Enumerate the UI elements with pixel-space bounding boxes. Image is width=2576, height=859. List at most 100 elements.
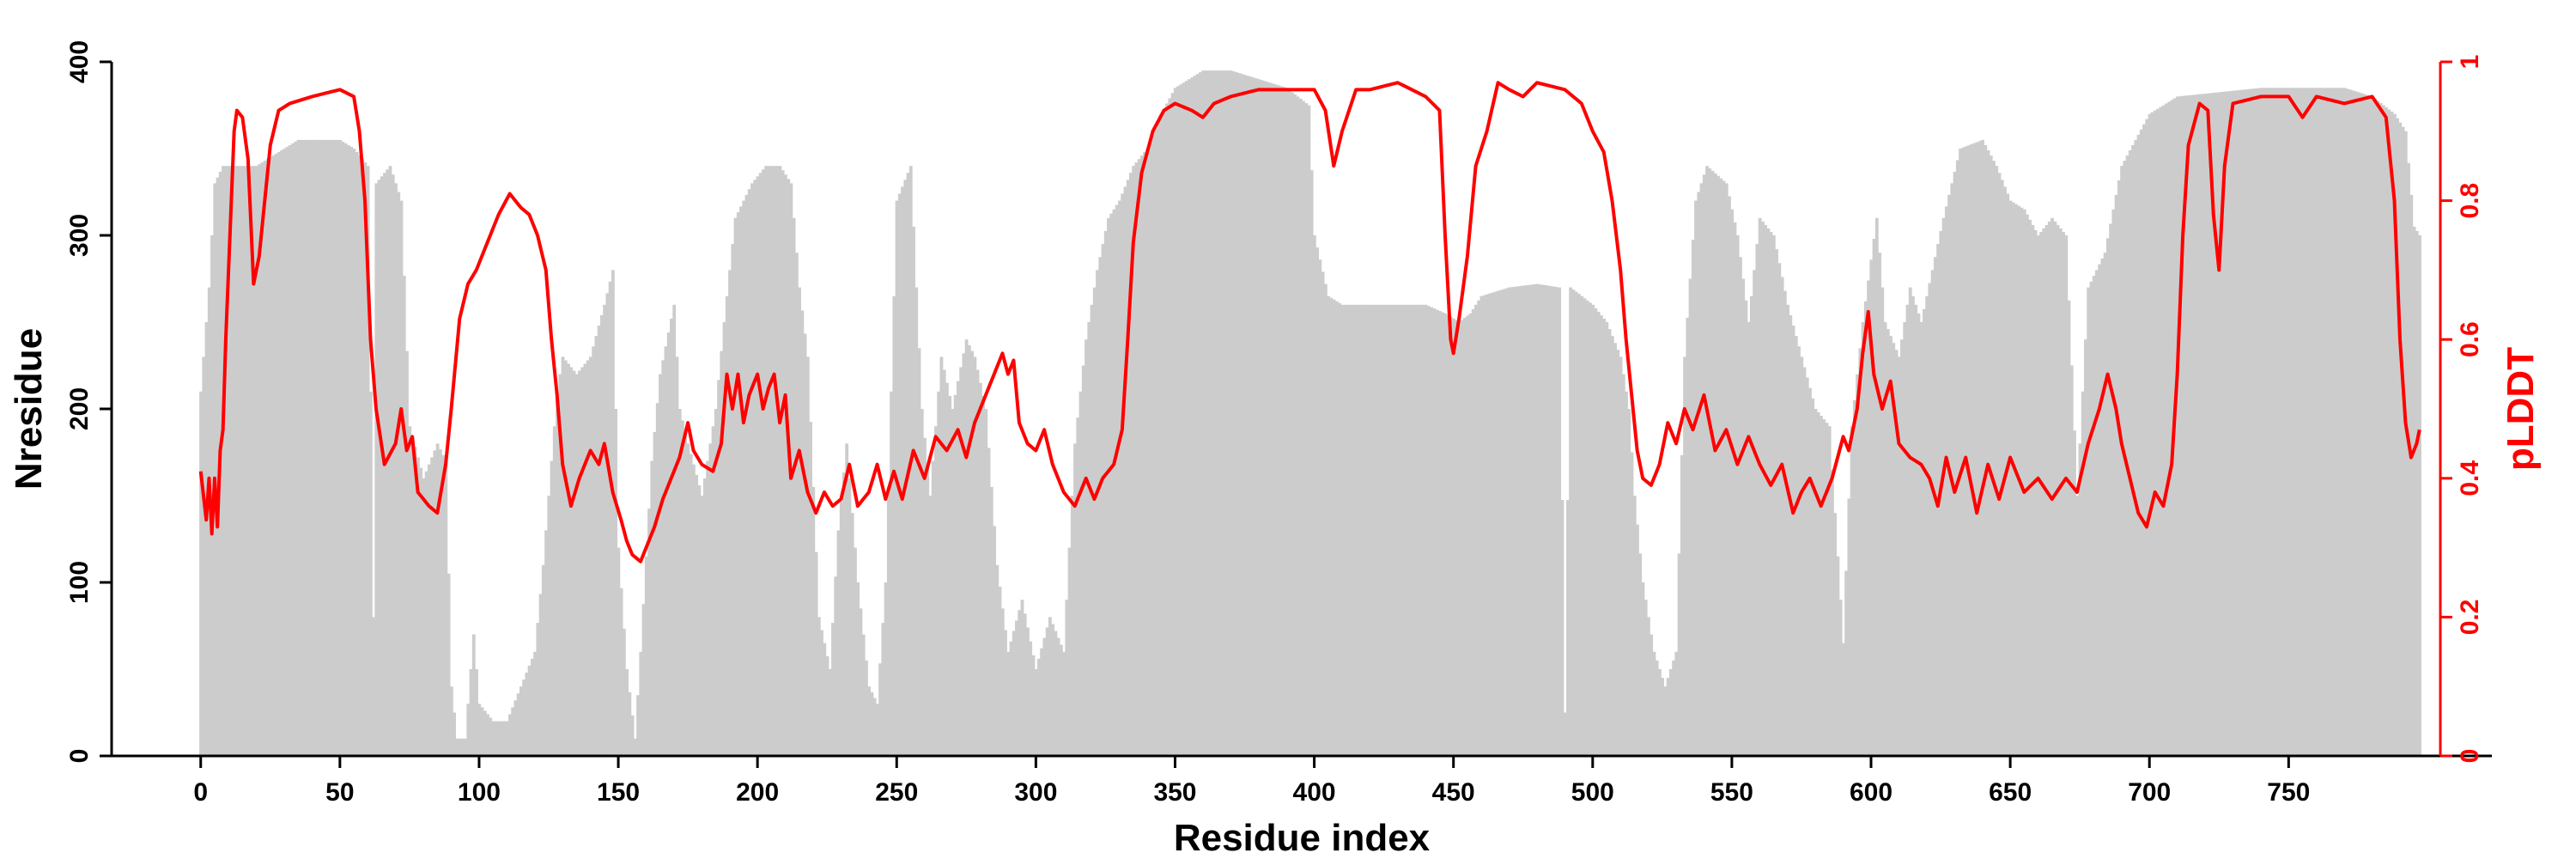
bar (697, 484, 702, 756)
bar (1753, 270, 1757, 756)
x-tick-label: 50 (325, 778, 354, 807)
bar (2409, 194, 2414, 756)
bar (1260, 80, 1264, 756)
bar (650, 460, 654, 756)
bar (706, 460, 710, 756)
bar (2036, 235, 2040, 756)
bar (1176, 86, 1180, 756)
bar (265, 159, 270, 756)
bar (1613, 343, 1617, 756)
bar (2379, 102, 2383, 757)
bar (1393, 304, 1397, 756)
bar (2334, 88, 2338, 757)
bar (2212, 93, 2216, 756)
bar (1165, 103, 1169, 757)
bar (1605, 322, 1609, 756)
bar (1638, 553, 1643, 756)
bar (258, 164, 262, 756)
bar (1463, 317, 1467, 756)
bar (233, 166, 236, 756)
y-tick-label: 300 (65, 214, 94, 257)
bar (962, 353, 966, 756)
bar (2064, 235, 2069, 756)
bar (1379, 304, 1383, 756)
bar (1975, 142, 1979, 757)
bar (1042, 637, 1047, 756)
bar (1304, 102, 1309, 757)
bar (1930, 270, 1935, 756)
bar (2084, 339, 2087, 756)
bar (845, 443, 849, 756)
bar (572, 370, 576, 756)
bar (622, 628, 626, 756)
bar (1067, 547, 1072, 756)
bar (447, 573, 451, 756)
bar (928, 496, 933, 756)
bar (544, 530, 548, 756)
bar (1705, 166, 1709, 756)
bar (1805, 377, 1809, 756)
bar (1168, 98, 1172, 757)
bar (319, 139, 323, 756)
bar (1797, 346, 1801, 756)
bar (2120, 166, 2124, 756)
bar (989, 486, 993, 756)
bar (2239, 89, 2244, 756)
bar (912, 226, 915, 756)
bar (341, 141, 345, 757)
bar (419, 467, 423, 756)
bar (1585, 300, 1589, 756)
bar (1735, 235, 1740, 756)
bar (1477, 300, 1481, 756)
bar (2278, 88, 2282, 757)
bar (2326, 88, 2330, 757)
bar (1323, 283, 1327, 756)
bar (1730, 209, 1735, 756)
bar (1630, 452, 1634, 756)
bar (2073, 430, 2076, 756)
bar (1903, 322, 1907, 756)
bar (881, 623, 885, 756)
bar (368, 391, 373, 756)
bar (2365, 94, 2369, 756)
bar (1546, 285, 1551, 757)
bar (519, 686, 523, 756)
bar (1989, 155, 1993, 756)
bar (321, 139, 325, 756)
bar (1540, 284, 1545, 756)
bar (1874, 217, 1879, 757)
bar (636, 695, 640, 756)
bar (653, 431, 657, 756)
bar (854, 547, 857, 756)
bar (1544, 285, 1547, 757)
bar (906, 173, 910, 756)
bar (2197, 94, 2202, 756)
bar (1775, 249, 1778, 756)
bar (2089, 281, 2093, 756)
x-tick-label: 550 (1710, 778, 1753, 807)
bar (2190, 94, 2194, 757)
axes (100, 60, 2492, 768)
bar (1822, 419, 1826, 756)
bar (675, 356, 679, 756)
bar (471, 634, 476, 756)
bar (1257, 79, 1261, 756)
bar (848, 478, 852, 756)
bar (2159, 107, 2163, 756)
y-tick-label: 0 (65, 749, 94, 764)
bar (2081, 391, 2085, 756)
bar (725, 295, 729, 756)
bar (349, 146, 354, 757)
bar (2293, 88, 2297, 757)
bar (762, 169, 765, 757)
bar (1048, 617, 1052, 756)
bar (1566, 500, 1570, 756)
bar (1332, 299, 1336, 756)
bar (2234, 90, 2238, 756)
bar (677, 409, 682, 756)
bar (1719, 178, 1723, 756)
bar (1346, 304, 1350, 756)
bar (1591, 304, 1595, 756)
bar (380, 176, 384, 756)
bar (1538, 284, 1542, 756)
